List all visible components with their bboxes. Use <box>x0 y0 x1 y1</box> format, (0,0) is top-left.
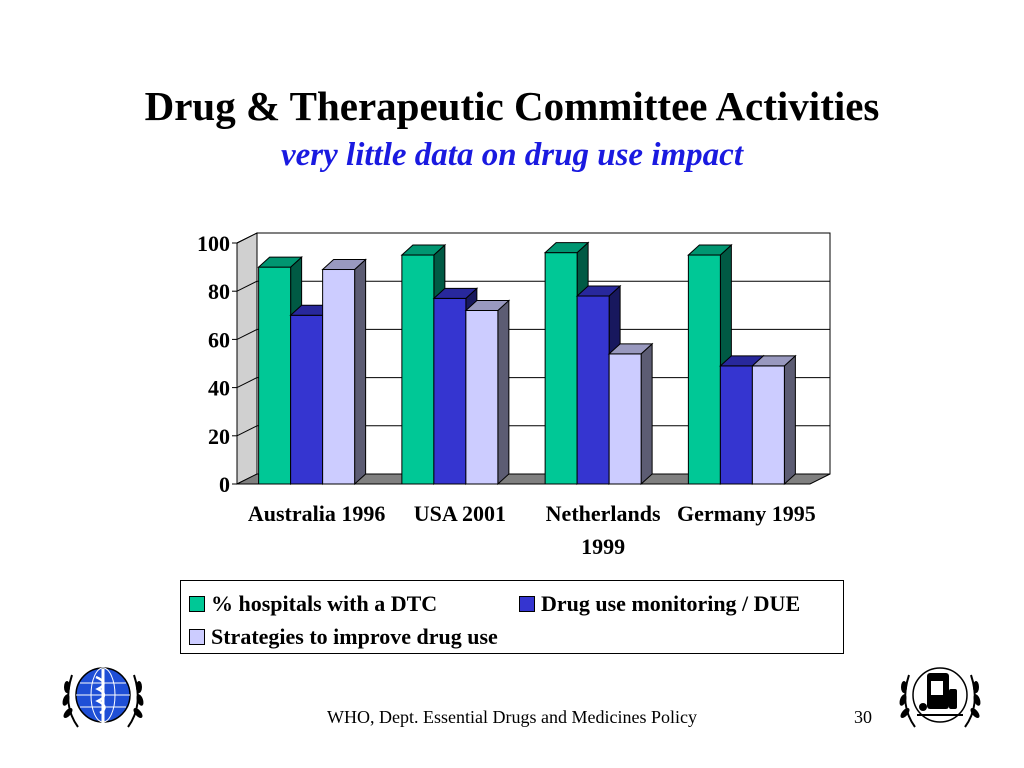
legend-label-strategies: Strategies to improve drug use <box>211 624 498 649</box>
bar-dtc <box>544 252 578 485</box>
x-category-label: Germany 1995 <box>677 501 816 526</box>
bar-strategies <box>322 269 356 485</box>
bar-due <box>290 314 324 485</box>
bar-top-strategies <box>321 259 367 271</box>
legend-swatch-strategies <box>189 629 205 645</box>
y-tick-label: 80 <box>208 279 230 304</box>
legend-swatch-due <box>519 596 535 612</box>
chart-legend: % hospitals with a DTC Drug use monitori… <box>180 580 844 654</box>
bar-due <box>719 365 753 485</box>
y-tick-label: 0 <box>219 472 230 497</box>
bar-dtc <box>258 266 292 485</box>
bar-top-strategies <box>464 299 511 311</box>
bar-side-strategies <box>783 354 796 486</box>
bar-due <box>576 295 610 485</box>
x-category-label: Australia 1996 <box>248 501 386 526</box>
slide-title: Drug & Therapeutic Committee Activities <box>144 83 880 129</box>
page-number: 30 <box>854 707 872 727</box>
y-tick-label: 60 <box>208 327 230 352</box>
legend-item-strategies: Strategies to improve drug use <box>189 624 498 650</box>
bar-dtc <box>687 254 721 485</box>
bar-top-strategies <box>607 343 654 355</box>
bar-dtc <box>401 254 435 485</box>
bar-side-strategies <box>497 299 510 486</box>
slide-footer: WHO, Dept. Essential Drugs and Medicines… <box>327 707 697 727</box>
bar-top-dtc <box>543 242 590 254</box>
bar-top-dtc <box>400 244 447 256</box>
chart-side-wall <box>236 232 258 485</box>
legend-swatch-dtc <box>189 596 205 612</box>
gridline-side <box>236 328 258 340</box>
slide-subtitle: very little data on drug use impact <box>281 137 743 173</box>
y-tick-label: 100 <box>197 231 230 256</box>
medicines-emblem-icon <box>899 667 981 728</box>
x-category-label: Netherlands <box>546 501 661 526</box>
gridline-side <box>236 377 258 389</box>
bar-top-strategies <box>751 355 797 367</box>
bar-chart: 0 20 40 60 80 100 Australia 1996 USA 2001 Nether… <box>197 231 831 559</box>
bar-top-dtc <box>687 244 733 256</box>
legend-label-dtc: % hospitals with a DTC <box>211 591 438 616</box>
bar-top-due <box>432 287 479 299</box>
legend-item-due: Drug use monitoring / DUE <box>519 591 800 617</box>
y-tick-label: 40 <box>208 376 230 401</box>
who-emblem-icon <box>62 667 144 728</box>
bar-strategies <box>608 353 642 485</box>
bar-strategies <box>465 309 499 485</box>
x-category-label: 1999 <box>581 534 625 559</box>
gridline-side <box>236 232 258 244</box>
gridline-side <box>236 280 258 292</box>
y-tick-label: 20 <box>208 424 230 449</box>
bar-top-due <box>575 285 622 297</box>
x-category-label: USA 2001 <box>414 501 506 526</box>
bar-side-strategies <box>354 258 367 486</box>
bar-due <box>433 297 467 485</box>
bar-top-dtc <box>257 256 303 268</box>
gridline-side <box>236 425 258 437</box>
legend-label-due: Drug use monitoring / DUE <box>541 591 801 616</box>
bar-side-strategies <box>640 342 653 486</box>
legend-item-dtc: % hospitals with a DTC <box>189 591 437 617</box>
bar-strategies <box>751 365 785 485</box>
